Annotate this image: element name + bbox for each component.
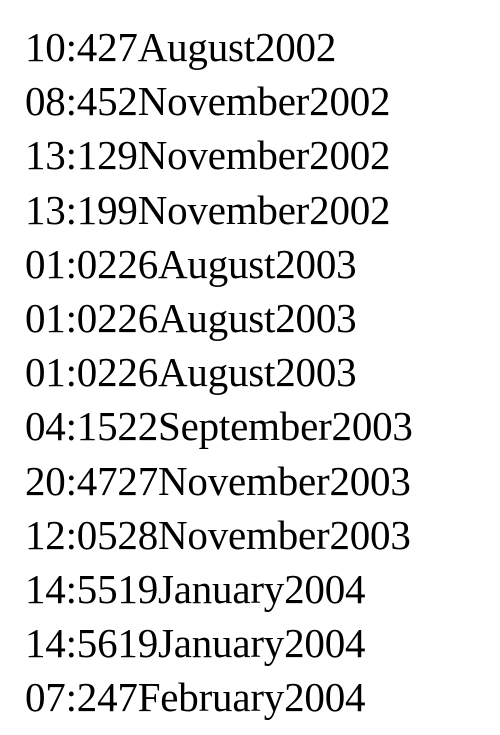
timestamp-line: 01:0226August2003	[25, 240, 357, 287]
timestamp-line: 08:452November2002	[25, 78, 391, 125]
timestamp-line: 14:5519January2004	[25, 566, 366, 613]
timestamp-list: 10:427August2002 08:452November2002 13:1…	[25, 20, 495, 725]
timestamp-line: 10:427August2002	[25, 24, 337, 70]
timestamp-line: 13:129November2002	[25, 132, 391, 179]
timestamp-line: 07:247February2004	[25, 674, 366, 721]
timestamp-line: 01:0226August2003	[25, 295, 357, 342]
timestamp-line: 20:4727November2003	[25, 457, 411, 504]
timestamp-line: 12:0528November2003	[25, 511, 411, 558]
timestamp-line: 13:199November2002	[25, 186, 391, 233]
timestamp-line: 04:1522September2003	[25, 403, 413, 450]
timestamp-line: 14:5619January2004	[25, 620, 366, 667]
timestamp-line: 01:0226August2003	[25, 349, 357, 396]
